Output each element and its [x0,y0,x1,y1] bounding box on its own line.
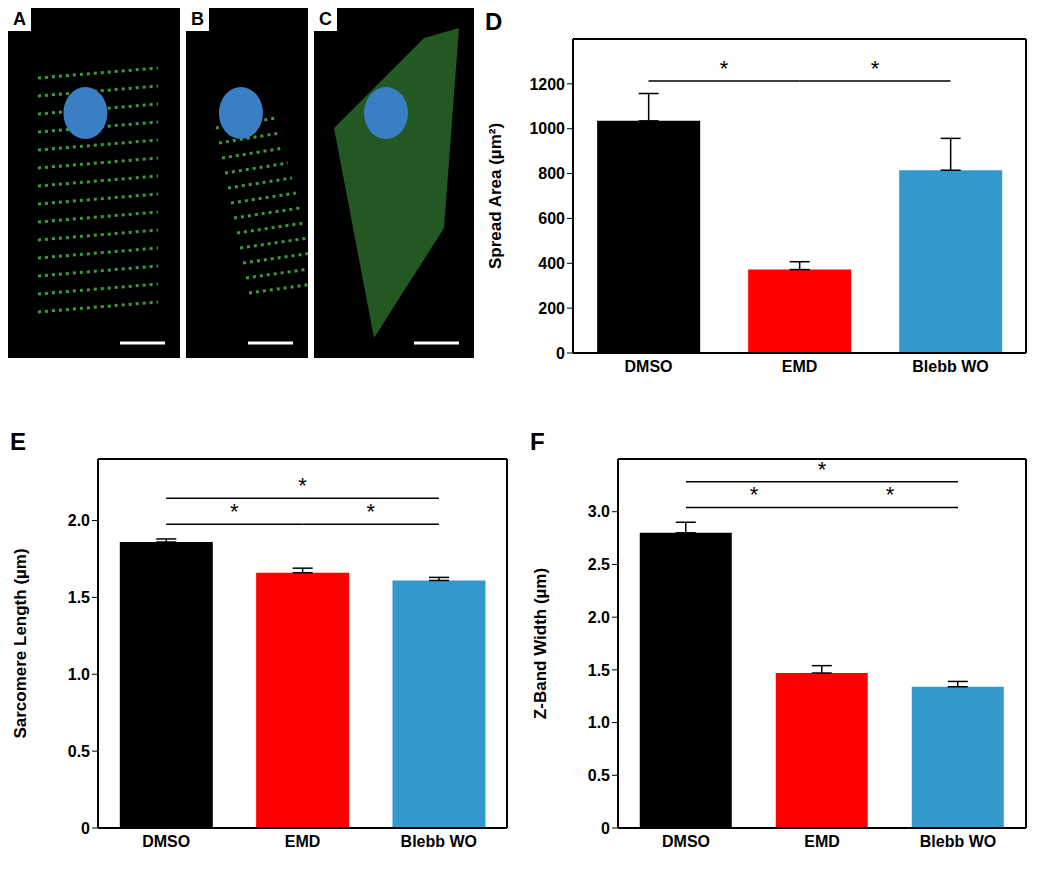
svg-text:1000: 1000 [529,120,565,137]
svg-text:2.5: 2.5 [588,556,610,573]
svg-text:0.5: 0.5 [68,743,90,760]
svg-text:EMD: EMD [782,358,818,375]
svg-text:400: 400 [538,255,565,272]
svg-text:*: * [750,482,759,507]
html-text:C: C [319,9,332,29]
svg-text:Z-Band Width (µm): Z-Band Width (µm) [531,568,550,719]
svg-text:600: 600 [538,210,565,227]
html-text:A: A [13,9,26,29]
html-text:F: F [530,428,545,455]
svg-text:1.5: 1.5 [588,662,610,679]
svg-text:800: 800 [538,165,565,182]
svg-text:0.5: 0.5 [588,767,610,784]
svg-text:0: 0 [556,345,565,362]
html-text:E: E [10,428,26,455]
svg-text:1.0: 1.0 [68,666,90,683]
svg-text:1.0: 1.0 [588,714,610,731]
svg-text:Sarcomere Length (µm): Sarcomere Length (µm) [11,548,30,738]
svg-text:EMD: EMD [285,833,321,850]
svg-text:EMD: EMD [804,833,840,850]
svg-text:DMSO: DMSO [142,833,190,850]
html-text:B: B [191,9,204,29]
svg-text:*: * [720,56,729,81]
svg-text:1200: 1200 [529,76,565,93]
svg-text:*: * [298,473,307,498]
svg-text:*: * [230,499,239,524]
svg-text:200: 200 [538,300,565,317]
svg-text:Blebb WO: Blebb WO [912,358,988,375]
svg-text:DMSO: DMSO [625,358,673,375]
svg-text:*: * [886,482,895,507]
html-text:D: D [485,8,503,35]
svg-text:*: * [818,457,827,482]
svg-text:2.0: 2.0 [68,512,90,529]
svg-text:DMSO: DMSO [662,833,710,850]
svg-text:Blebb WO: Blebb WO [401,833,477,850]
svg-text:*: * [871,56,880,81]
svg-text:Spread Area (µm²): Spread Area (µm²) [486,123,505,269]
svg-text:0: 0 [81,820,90,837]
svg-text:0: 0 [601,820,610,837]
svg-text:*: * [366,499,375,524]
svg-text:Blebb WO: Blebb WO [920,833,996,850]
svg-text:1.5: 1.5 [68,589,90,606]
svg-text:2.0: 2.0 [588,609,610,626]
svg-text:3.0: 3.0 [588,503,610,520]
